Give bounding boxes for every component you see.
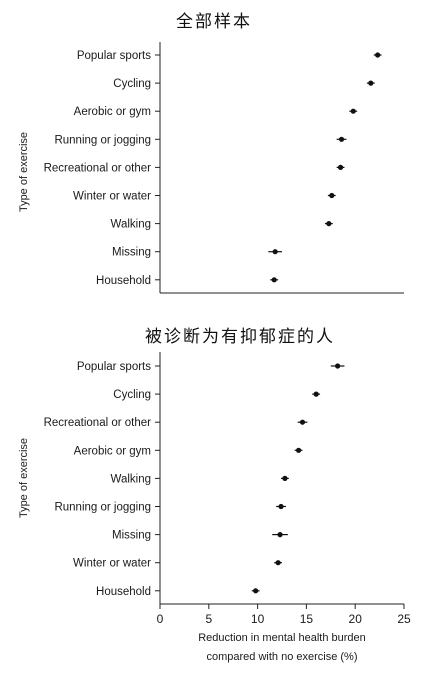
x-tick-label: 25 <box>397 612 411 626</box>
category-label: Aerobic or gym <box>74 106 151 118</box>
category-label: Cycling <box>113 389 151 401</box>
panel-title: 全部样本 <box>176 12 252 32</box>
category-row: Missing <box>112 530 288 542</box>
category-row: Popular sports <box>77 50 382 62</box>
category-row: Winter or water <box>73 191 336 203</box>
category-label: Popular sports <box>77 50 151 62</box>
data-point <box>338 136 345 142</box>
category-row: Aerobic or gym <box>74 106 358 118</box>
data-point <box>375 52 381 58</box>
category-label: Household <box>96 586 151 598</box>
data-point <box>335 363 341 369</box>
category-label: Running or jogging <box>54 502 151 514</box>
category-row: Household <box>96 275 279 287</box>
y-axis-title: Type of exercise <box>18 132 30 212</box>
data-point <box>337 164 344 170</box>
data-point <box>271 277 277 283</box>
x-tick-label: 20 <box>349 612 363 626</box>
data-point <box>299 419 306 425</box>
x-tick-label: 5 <box>205 612 212 626</box>
panel-depression-diagnosed: 被诊断为有抑郁症的人 Type of exercise 0 5 10 15 20 25 P… <box>18 327 411 663</box>
data-point <box>295 447 302 453</box>
data-point <box>272 249 278 255</box>
category-row: Running or jogging <box>54 134 347 146</box>
category-row: Running or jogging <box>54 502 286 514</box>
category-row: Walking <box>111 473 289 485</box>
data-point <box>326 221 332 227</box>
y-axis-title: Type of exercise <box>18 438 30 518</box>
x-axis-title-line-1: Reduction in mental health burden <box>198 632 366 644</box>
data-point <box>313 391 319 397</box>
category-label: Cycling <box>113 78 151 90</box>
category-row: Recreational or other <box>44 162 345 174</box>
category-label: Popular sports <box>77 361 151 373</box>
category-row: Winter or water <box>73 558 282 570</box>
category-label: Winter or water <box>73 558 151 570</box>
category-label: Recreational or other <box>44 417 152 429</box>
data-point <box>350 108 356 114</box>
data-rows: Popular sports Cycling Recreational or oth… <box>44 361 345 598</box>
data-point <box>253 588 259 594</box>
category-row: Recreational or other <box>44 417 308 429</box>
category-label: Missing <box>112 247 151 259</box>
category-row: Cycling <box>113 389 321 401</box>
category-row: Walking <box>111 219 333 231</box>
x-tick-label: 0 <box>157 612 164 626</box>
category-row: Household <box>96 586 260 598</box>
category-label: Aerobic or gym <box>74 445 151 457</box>
data-point <box>329 192 335 199</box>
category-label: Running or jogging <box>54 134 151 146</box>
category-label: Missing <box>112 530 151 542</box>
data-point <box>368 80 374 86</box>
x-tick-label: 10 <box>251 612 265 626</box>
data-point <box>282 475 288 481</box>
panel-title: 被诊断为有抑郁症的人 <box>145 327 335 347</box>
data-point <box>275 560 281 566</box>
category-row: Cycling <box>113 78 375 90</box>
data-point <box>277 532 283 538</box>
category-label: Recreational or other <box>44 162 152 174</box>
data-point <box>278 503 284 510</box>
x-axis-title-line-2: compared with no exercise (%) <box>206 651 357 663</box>
category-label: Walking <box>111 219 151 231</box>
panel-all-sample: 全部样本 Type of exercise Popular sports Cycl… <box>18 12 404 294</box>
category-label: Winter or water <box>73 191 151 203</box>
category-row: Missing <box>112 247 282 259</box>
category-label: Household <box>96 275 151 287</box>
category-row: Popular sports <box>77 361 345 373</box>
data-rows: Popular sports Cycling Aerobic or gym Runni… <box>44 50 382 287</box>
x-ticks: 0 5 10 15 20 25 <box>157 604 411 626</box>
category-row: Aerobic or gym <box>74 445 303 457</box>
category-label: Walking <box>111 473 151 485</box>
x-tick-label: 15 <box>300 612 314 626</box>
